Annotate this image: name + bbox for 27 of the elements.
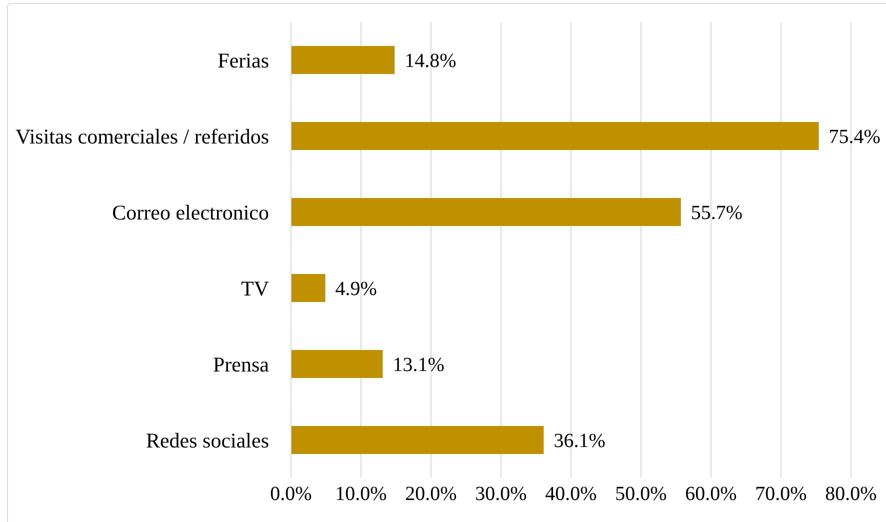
x-tick-label: 20.0% [405, 483, 457, 506]
x-tick-label: 70.0% [755, 483, 807, 506]
x-tick-label: 40.0% [545, 483, 597, 506]
data-label: 55.7% [690, 202, 743, 224]
x-tick-label: 30.0% [475, 483, 527, 506]
y-tick-label: TV [241, 276, 269, 300]
data-label: 13.1% [392, 354, 444, 376]
bar [291, 46, 395, 74]
y-tick-label: Prensa [213, 352, 270, 376]
y-tick-label: Redes sociales [146, 428, 269, 452]
bar [291, 426, 544, 454]
bar [291, 350, 383, 378]
bar [291, 198, 681, 226]
y-tick-label: Ferias [218, 48, 269, 72]
x-tick-label: 60.0% [685, 483, 737, 506]
y-tick-label: Visitas comerciales / referidos [15, 124, 269, 148]
x-tick-label: 80.0% [825, 483, 877, 506]
x-tick-label: 0.0% [270, 483, 312, 506]
x-tick-label: 10.0% [335, 483, 387, 506]
bar [291, 274, 326, 302]
data-label: 36.1% [554, 430, 606, 452]
data-label: 4.9% [335, 278, 377, 300]
bar [291, 122, 819, 150]
y-tick-label: Correo electronico [112, 200, 269, 224]
x-tick-label: 50.0% [615, 483, 667, 506]
data-label: 75.4% [828, 126, 880, 148]
data-label: 14.8% [404, 50, 456, 72]
